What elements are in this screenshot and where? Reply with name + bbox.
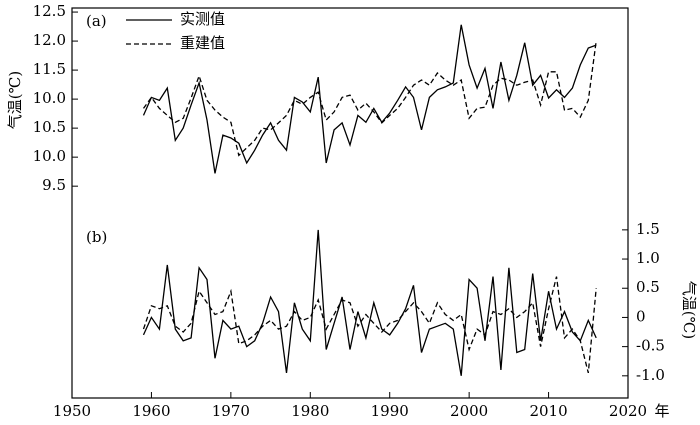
- y-tick-label: 12.0: [33, 31, 66, 49]
- panel-label: (a): [86, 12, 107, 30]
- y2-axis-label: 气温(℃): [680, 281, 698, 339]
- y2-tick-label: 0.5: [636, 278, 660, 296]
- panel-label: (b): [86, 228, 107, 246]
- x-tick-label: 1990: [371, 402, 409, 420]
- x-tick-label: 1950: [53, 402, 91, 420]
- series-line: [142, 229, 597, 376]
- x-tick-label: 1970: [212, 402, 250, 420]
- y-tick-label: 11.5: [33, 60, 66, 78]
- y-tick-label: 9.5: [42, 176, 66, 194]
- legend-label: 重建值: [180, 34, 225, 52]
- y-axis-label: 气温(℃): [6, 71, 24, 129]
- y2-tick-label: -1.0: [636, 366, 665, 384]
- y2-tick-label: 1.0: [636, 249, 660, 267]
- x-tick-label: 2000: [450, 402, 488, 420]
- x-tick-label: 2020: [609, 402, 647, 420]
- y2-tick-label: 1.5: [636, 220, 660, 238]
- x-tick-label: 2010: [529, 402, 567, 420]
- x-tick-label: 1960: [132, 402, 170, 420]
- x-axis-label: 年: [654, 402, 669, 420]
- plot-frame: [71, 7, 629, 399]
- series-line: [142, 41, 597, 157]
- y-tick-label: 10.5: [33, 118, 66, 136]
- y-tick-label: 10.0: [33, 89, 66, 107]
- y-tick-label: 10.0: [33, 147, 66, 165]
- y-tick-label: 12.5: [33, 2, 66, 20]
- y2-tick-label: 0: [636, 307, 646, 325]
- series-line: [142, 24, 597, 174]
- y2-tick-label: -0.5: [636, 337, 665, 355]
- x-tick-label: 1980: [291, 402, 329, 420]
- legend-label: 实测值: [180, 10, 225, 28]
